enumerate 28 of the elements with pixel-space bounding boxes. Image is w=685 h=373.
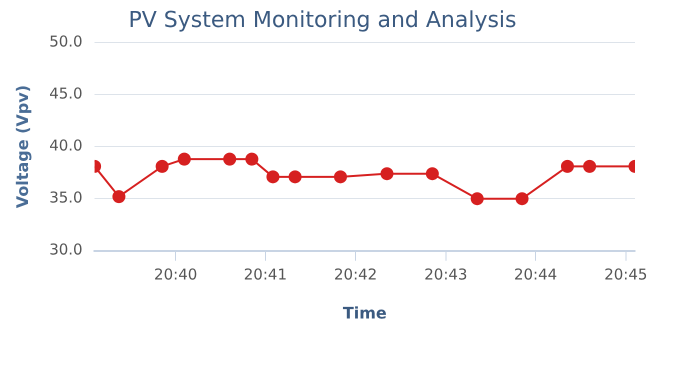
point [245, 152, 258, 166]
y-axis-title: Voltage (Vpv) [12, 85, 32, 208]
point [334, 170, 347, 184]
point [266, 170, 280, 184]
point [178, 152, 191, 166]
y-tick-label: 30.0 [49, 240, 83, 259]
x-tick-label: 20:44 [514, 266, 558, 284]
point [426, 167, 439, 180]
y-tick-label: 35.0 [49, 188, 83, 207]
x-axis-title: Time [342, 304, 387, 323]
point [380, 167, 394, 180]
point [516, 192, 529, 206]
point [112, 190, 126, 204]
x-tick-label: 20:40 [154, 266, 198, 284]
point [560, 160, 574, 173]
x-tick-label: 20:45 [604, 266, 648, 284]
chart-title: PV System Monitoring and Analysis [128, 8, 517, 33]
x-tick-label: 20:41 [244, 266, 287, 284]
x-tick-label: 20:43 [424, 266, 468, 284]
y-tick-label: 40.0 [49, 136, 83, 154]
point [223, 152, 236, 166]
point [583, 160, 596, 173]
point [470, 192, 484, 206]
y-tick-label: 45.0 [49, 84, 83, 102]
point [156, 160, 169, 173]
x-tick-label: 20:42 [334, 266, 378, 284]
y-tick-label: 50.0 [49, 32, 83, 50]
point [288, 170, 302, 184]
